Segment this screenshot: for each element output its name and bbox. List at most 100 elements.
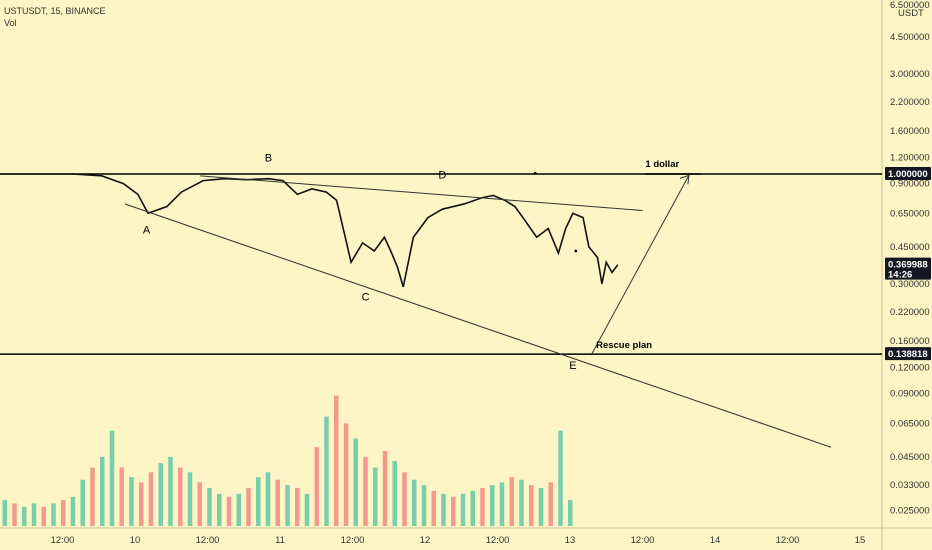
volume-bar	[22, 506, 27, 526]
volume-bar	[441, 493, 446, 526]
y-tick-label: 0.900000	[890, 179, 930, 190]
y-tick-label: 0.045000	[890, 452, 930, 463]
y-tick-label: 0.090000	[890, 389, 930, 400]
volume-bar	[343, 423, 349, 526]
volume-bar	[382, 450, 388, 526]
symbol-header: USTUSDT, 15, BINANCE	[4, 6, 106, 16]
volume-bar	[451, 496, 456, 526]
volume-header: Vol	[4, 18, 17, 28]
price-line	[0, 173, 619, 288]
x-tick-label: 14	[710, 535, 721, 546]
y-tick-label: 3.000000	[890, 69, 930, 80]
volume-bar	[304, 493, 310, 526]
x-tick-label: 11	[275, 535, 285, 546]
volume-bar	[538, 487, 544, 526]
x-tick-label: 12:00	[631, 535, 655, 546]
wave-label-b: B	[265, 152, 272, 164]
volume-bar	[207, 487, 212, 526]
y-tick-label: 0.120000	[890, 362, 930, 373]
volume-bar	[470, 490, 475, 526]
y-tick-label: 1.200000	[890, 152, 930, 163]
rescue-arrow-head	[679, 174, 690, 185]
volume-bar	[109, 430, 115, 526]
volume-bar	[353, 438, 358, 526]
y-tick-label: 2.200000	[890, 97, 930, 108]
wave-label-e: E	[569, 360, 576, 372]
volume-bar	[187, 472, 193, 526]
volume-bar	[51, 503, 56, 526]
volume-bar	[246, 487, 251, 526]
volume-bar	[412, 479, 417, 526]
y-tick-label: 0.450000	[890, 242, 930, 253]
volume-bar	[158, 463, 163, 526]
y-tick-label: 6.500000	[890, 0, 930, 11]
price-tag-time: 14:26	[888, 270, 912, 281]
x-tick-label: 12:00	[196, 535, 220, 546]
x-tick-label: 12:00	[486, 535, 510, 546]
y-tick-label: 0.220000	[890, 307, 930, 318]
volume-bar	[41, 506, 46, 526]
volume-bar	[568, 500, 573, 526]
price-tag	[885, 167, 931, 180]
volume-bar	[226, 496, 232, 526]
price-tag-value: 0.369988	[888, 260, 928, 271]
volume-bar	[31, 503, 37, 526]
x-tick-label: 12:00	[776, 535, 800, 546]
volume-bar	[509, 477, 514, 526]
y-tick-label: 0.033000	[890, 480, 930, 491]
x-tick-label: 10	[130, 535, 141, 546]
y-tick-label: 0.065000	[890, 418, 930, 429]
volume-bar	[480, 487, 485, 526]
trendline-lower	[124, 203, 832, 448]
volume-bar	[499, 482, 505, 526]
volume-bar	[402, 472, 407, 526]
volume-bar	[529, 485, 534, 526]
wave-label-c: C	[362, 291, 370, 303]
volume-bar	[217, 493, 222, 526]
volume-bar	[129, 477, 134, 526]
volume-bar	[421, 485, 427, 526]
y-tick-label: 0.650000	[890, 208, 930, 219]
volume-bar	[363, 456, 368, 526]
volume-bar	[392, 460, 397, 526]
volume-bar	[12, 503, 17, 526]
volume-bar	[61, 500, 66, 526]
volume-bar	[334, 395, 339, 526]
x-tick-label: 13	[565, 535, 576, 546]
x-tick-label: 12:00	[51, 535, 75, 546]
volume-bar	[236, 493, 241, 526]
currency-label: USDT	[898, 8, 924, 19]
volume-bar	[558, 430, 563, 526]
x-tick-label: 12	[420, 535, 431, 546]
volume-bar	[256, 477, 261, 526]
y-tick-label: 4.500000	[890, 32, 930, 43]
wave-label-d: D	[438, 170, 446, 182]
y-tick-label: 0.025000	[890, 505, 930, 516]
price-tag	[885, 257, 931, 280]
volume-bar	[197, 482, 202, 526]
volume-bar	[490, 485, 495, 526]
rescue-arrow	[591, 175, 690, 355]
volume-bar	[100, 456, 105, 526]
volume-bar	[275, 479, 280, 526]
volume-bar	[285, 485, 290, 526]
trendline-upper	[200, 175, 643, 212]
volume-bar	[70, 496, 76, 526]
volume-bar	[314, 447, 319, 526]
volume-bar	[295, 487, 300, 526]
volume-bar	[431, 490, 436, 526]
wave-label-a: A	[143, 225, 151, 237]
volume-bar	[90, 467, 95, 526]
y-tick-label: 1.600000	[890, 126, 930, 137]
price-tag	[885, 347, 931, 361]
price-tag-value: 1.000000	[888, 169, 928, 180]
volume-bar	[178, 467, 183, 526]
volume-bar	[119, 467, 124, 526]
target-label: 1 dollar	[645, 159, 679, 170]
y-tick-label: 0.160000	[890, 336, 930, 347]
x-tick-label: 15	[855, 535, 866, 546]
y-tick-label: 0.300000	[890, 279, 930, 290]
x-tick-label: 12:00	[341, 535, 365, 546]
